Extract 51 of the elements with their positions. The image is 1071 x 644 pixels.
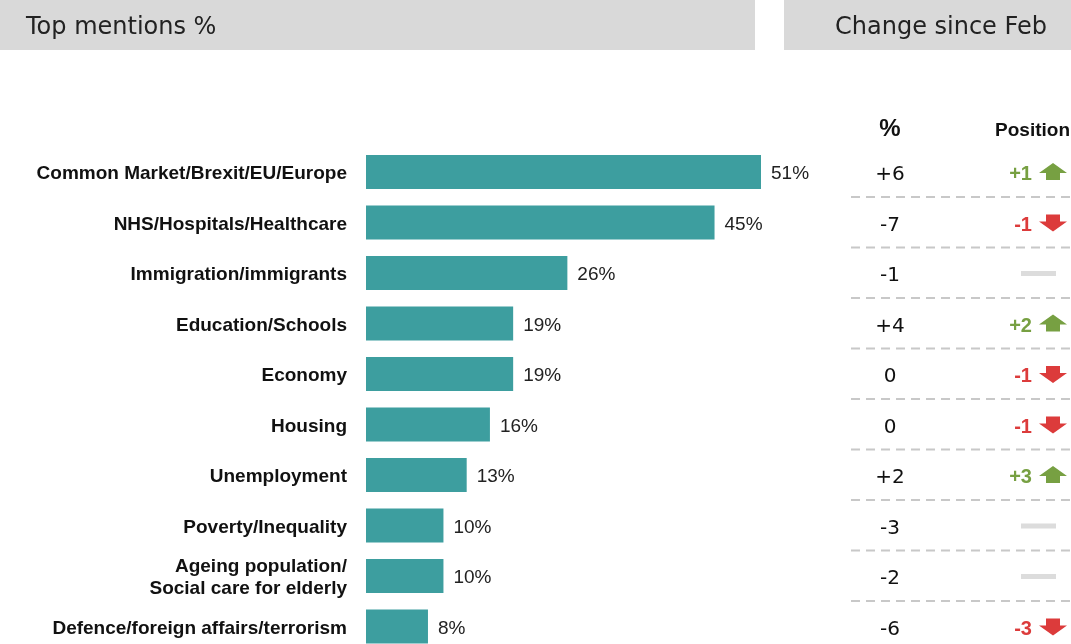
y-tick-label: Ageing population/ Social care for elderly bbox=[149, 555, 348, 598]
text: -1 bbox=[1014, 212, 1032, 235]
text: -6 bbox=[880, 615, 900, 640]
y-tick-label: NHS/Hospitals/Healthcare bbox=[113, 212, 347, 234]
bar bbox=[366, 559, 444, 593]
y-tick-label: Education/Schools bbox=[175, 313, 347, 335]
text: -7 bbox=[880, 211, 900, 236]
data-label: 51% bbox=[771, 162, 810, 183]
text: Top mentions % bbox=[25, 12, 217, 40]
y-tick-label: Defence/foreign affairs/terrorism bbox=[52, 616, 347, 638]
category-label: Position bbox=[995, 119, 1070, 140]
text: -1 bbox=[1014, 364, 1032, 386]
bar bbox=[366, 407, 490, 442]
text: 0 bbox=[883, 413, 897, 438]
data-label: 19% bbox=[523, 313, 562, 335]
y-tick-label: Unemployment bbox=[209, 465, 348, 486]
y-tick-label: Economy bbox=[261, 364, 348, 385]
data-label: 10% bbox=[453, 515, 492, 537]
text: -3 bbox=[880, 514, 900, 539]
data-label: 26% bbox=[577, 263, 616, 284]
y-tick-label: Immigration/immigrants bbox=[130, 263, 347, 284]
data-label: 16% bbox=[499, 414, 539, 436]
bar bbox=[366, 306, 514, 341]
data-label: 13% bbox=[476, 465, 515, 486]
bar bbox=[366, 256, 568, 290]
bar bbox=[366, 609, 428, 644]
text: 0 bbox=[883, 363, 897, 387]
y-tick-label: Poverty/Inequality bbox=[183, 515, 348, 537]
data-label: 8% bbox=[437, 616, 466, 638]
text: +6 bbox=[875, 161, 905, 185]
text: +1 bbox=[1009, 162, 1032, 184]
text: -1 bbox=[880, 262, 900, 286]
text: +2 bbox=[1009, 313, 1032, 336]
text: +2 bbox=[875, 464, 905, 488]
bar bbox=[366, 155, 761, 189]
y-tick-label: Common Market/Brexit/EU/Europe bbox=[36, 162, 347, 183]
bar bbox=[366, 357, 514, 391]
bar bbox=[366, 508, 444, 543]
data-label: 19% bbox=[523, 364, 562, 385]
bar bbox=[366, 205, 715, 240]
text: +3 bbox=[1009, 465, 1032, 487]
text: -3 bbox=[1014, 616, 1032, 639]
text: -1 bbox=[1014, 414, 1032, 437]
category-label: % bbox=[879, 114, 901, 141]
data-label: 10% bbox=[453, 566, 492, 587]
bar bbox=[366, 458, 467, 492]
text: Change since Feb bbox=[835, 12, 1047, 40]
text: +4 bbox=[875, 312, 905, 337]
text: -2 bbox=[880, 565, 900, 589]
data-label: 45% bbox=[724, 212, 763, 234]
y-tick-label: Housing bbox=[271, 414, 347, 436]
